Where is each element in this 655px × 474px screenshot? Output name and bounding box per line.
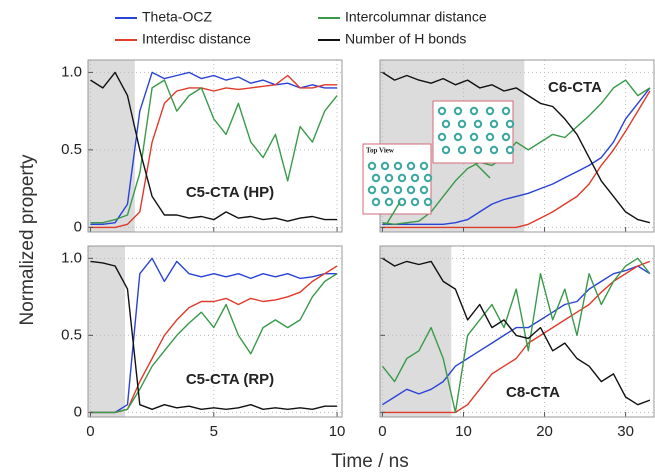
series-line	[90, 257, 338, 414]
inset-molecule	[473, 145, 483, 155]
inset-molecule	[406, 161, 416, 171]
inset-molecule	[371, 173, 381, 183]
inset-molecule	[453, 132, 463, 142]
inset-molecule	[410, 197, 420, 207]
inset-molecule	[437, 106, 447, 116]
panel-label: C5-CTA (RP)	[186, 371, 274, 388]
inset-molecule	[380, 161, 390, 171]
inset-molecule	[419, 185, 429, 195]
series-line	[90, 265, 338, 414]
y-tick-label: 0.5	[61, 326, 82, 343]
inset-molecule	[393, 185, 403, 195]
inset-molecule	[397, 173, 407, 183]
y-tick-label: 0	[74, 218, 82, 235]
legend-label: Theta-OCZ	[142, 9, 212, 25]
plot-area	[380, 246, 654, 417]
legend-label: Number of H bonds	[345, 31, 466, 47]
y-tick-label: 0	[74, 403, 82, 420]
inset-molecule	[371, 197, 381, 207]
x-tick-label: 10	[329, 423, 346, 440]
panel-label: C8-CTA	[506, 384, 560, 401]
inset-molecule	[501, 106, 511, 116]
series-line	[90, 71, 338, 222]
y-tick-label: 1.0	[61, 63, 82, 80]
x-axis-label: Time / ns	[331, 451, 408, 472]
series-line	[382, 265, 651, 406]
x-tick-label: 0	[86, 423, 94, 440]
panel-label: C6-CTA	[548, 79, 602, 96]
inset-molecule	[380, 185, 390, 195]
series-line	[382, 260, 651, 414]
plot-area	[88, 60, 342, 232]
series-line	[90, 273, 338, 414]
inset-molecule	[453, 106, 463, 116]
shaded-region	[88, 246, 125, 417]
series-line	[90, 74, 338, 229]
inset-molecule	[505, 145, 515, 155]
inset-molecule	[485, 106, 495, 116]
inset-molecule	[367, 185, 377, 195]
panel-frame	[87, 245, 343, 418]
inset-label: Top View	[366, 147, 395, 155]
series-line	[90, 79, 338, 224]
inset-arrow	[385, 201, 401, 226]
inset-molecule	[423, 173, 433, 183]
inset-molecule	[489, 145, 499, 155]
inset-molecule	[457, 145, 467, 155]
legend-label: Intercolumnar distance	[345, 9, 487, 25]
inset-arrow	[474, 162, 491, 179]
plot-area	[88, 246, 342, 417]
inset-molecule	[406, 185, 416, 195]
shaded-region	[380, 246, 452, 417]
inset-molecule	[367, 161, 377, 171]
x-tick-label: 20	[536, 423, 553, 440]
x-tick-label: 30	[617, 423, 634, 440]
inset-molecule	[437, 132, 447, 142]
inset-molecule	[457, 119, 467, 129]
series-line	[382, 71, 651, 224]
inset-molecule	[397, 197, 407, 207]
inset-molecule	[501, 132, 511, 142]
series-line	[90, 260, 338, 410]
inset-molecule	[489, 119, 499, 129]
x-tick-label: 5	[210, 423, 218, 440]
y-tick-label: 0.5	[61, 141, 82, 158]
inset-molecule	[419, 161, 429, 171]
inset-molecule	[384, 197, 394, 207]
panel-label: C5-CTA (HP)	[186, 184, 274, 201]
y-axis-label: Normalized property	[17, 154, 38, 326]
inset-molecule	[485, 132, 495, 142]
shaded-region	[88, 60, 135, 232]
series-line	[381, 257, 651, 414]
inset-molecule	[469, 132, 479, 142]
inset-molecule	[473, 119, 483, 129]
series-line	[382, 90, 651, 229]
inset-molecule	[469, 106, 479, 116]
panel-frame	[379, 245, 655, 418]
series-line	[382, 87, 651, 225]
inset-molecule	[441, 119, 451, 129]
panel-frame	[87, 59, 343, 233]
inset-molecule	[423, 197, 433, 207]
y-tick-label: 1.0	[61, 249, 82, 266]
series-line	[90, 71, 338, 225]
inset-molecule	[384, 173, 394, 183]
series-line	[382, 79, 651, 225]
legend-label: Interdisc distance	[142, 31, 251, 47]
inset-molecule	[441, 145, 451, 155]
x-tick-label: 0	[378, 423, 386, 440]
inset-molecule	[410, 173, 420, 183]
inset-molecule	[505, 119, 515, 129]
series-line	[382, 257, 651, 406]
x-tick-label: 10	[455, 423, 472, 440]
inset-molecule	[393, 161, 403, 171]
